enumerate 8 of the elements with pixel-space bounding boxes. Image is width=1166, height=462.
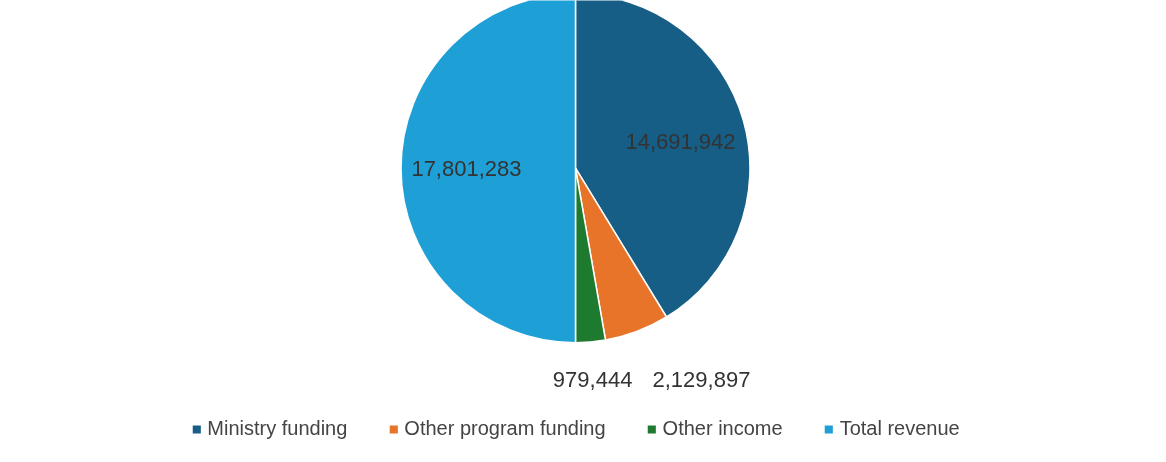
legend-label: Ministry funding	[207, 417, 348, 440]
data-label: 14,691,942	[625, 129, 736, 155]
legend-label: Total revenue	[839, 417, 960, 440]
data-label: 2,129,897	[652, 367, 751, 393]
legend-label: Other income	[662, 417, 783, 440]
legend-label: Other program funding	[404, 417, 606, 440]
data-label: 17,801,283	[411, 155, 522, 181]
data-label: 979,444	[552, 367, 633, 393]
